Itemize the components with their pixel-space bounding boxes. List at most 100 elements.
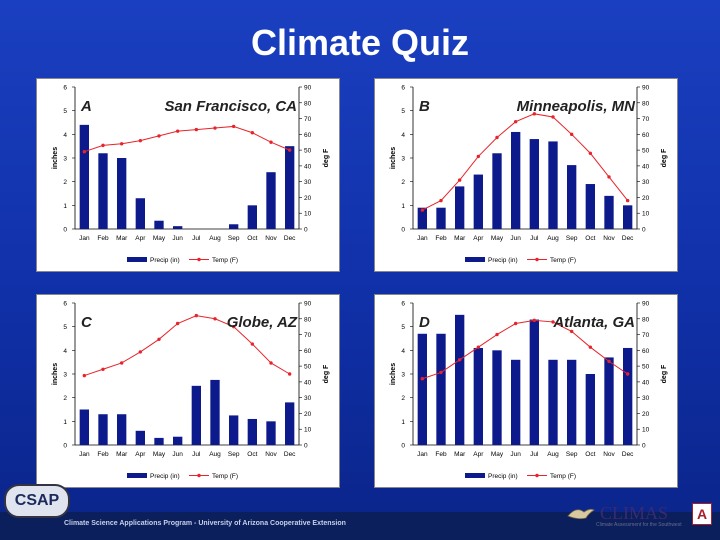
temp-point: [119, 361, 124, 365]
arizona-logo: A: [692, 503, 712, 525]
x-tick-label: Sep: [566, 235, 578, 242]
temp-point: [495, 332, 499, 337]
x-tick-label: Apr: [473, 451, 484, 458]
precip-bar: [567, 165, 577, 229]
right-tick-label: 0: [304, 227, 308, 234]
temp-point: [194, 127, 199, 132]
right-tick-label: 60: [642, 132, 650, 139]
x-tick-label: Oct: [585, 235, 595, 242]
x-tick-label: May: [491, 451, 504, 458]
precip-bar: [266, 421, 276, 445]
precip-bar: [585, 184, 595, 229]
x-tick-label: Feb: [97, 235, 109, 242]
temp-point: [607, 175, 611, 179]
precip-bar: [585, 374, 595, 445]
temp-point: [175, 321, 180, 326]
left-tick-label: 6: [401, 85, 405, 92]
right-tick-label: 70: [304, 116, 312, 123]
right-tick-label: 50: [304, 364, 312, 371]
x-tick-label: Nov: [603, 235, 615, 242]
temp-point: [231, 124, 236, 129]
temp-point: [157, 134, 161, 138]
right-tick-label: 90: [304, 85, 312, 92]
city-name: Atlanta, GA: [552, 314, 635, 331]
footer-bar: [0, 512, 720, 540]
legend-precip-label: Precip (in): [488, 473, 518, 480]
temp-point: [569, 329, 574, 334]
temp-point: [287, 372, 292, 376]
right-tick-label: 0: [304, 443, 308, 450]
right-axis-label: deg F: [323, 148, 330, 167]
temp-point: [439, 198, 443, 203]
left-tick-label: 3: [401, 156, 405, 163]
x-tick-label: Nov: [603, 451, 615, 458]
x-tick-label: Dec: [284, 451, 296, 458]
right-tick-label: 70: [304, 332, 312, 339]
x-tick-label: Sep: [566, 451, 578, 458]
left-tick-label: 0: [401, 227, 405, 234]
left-axis-label: inches: [52, 147, 59, 169]
right-tick-label: 80: [304, 100, 312, 107]
temp-line: [422, 113, 629, 211]
x-tick-label: Jun: [510, 451, 521, 458]
left-tick-label: 5: [401, 108, 405, 115]
left-tick-label: 3: [401, 372, 405, 379]
right-tick-label: 50: [304, 148, 312, 155]
precip-bar: [417, 333, 427, 445]
right-axis-label: deg F: [661, 148, 668, 167]
footer-text: Climate Science Applications Program - U…: [64, 520, 346, 527]
left-tick-label: 2: [63, 179, 67, 186]
temp-point: [532, 318, 537, 323]
temp-point: [420, 208, 425, 212]
precip-bar: [567, 359, 577, 445]
x-tick-label: Dec: [284, 235, 296, 242]
temp-line: [84, 315, 290, 377]
left-tick-label: 1: [401, 203, 405, 210]
left-tick-label: 5: [63, 108, 67, 115]
precip-bar: [117, 158, 127, 229]
precip-bar: [511, 359, 521, 445]
x-tick-label: Apr: [473, 235, 484, 242]
x-tick-label: Nov: [265, 451, 277, 458]
temp-point: [551, 115, 555, 119]
precip-bar: [455, 314, 465, 445]
x-tick-label: Aug: [209, 451, 221, 458]
temp-point: [569, 132, 574, 137]
x-tick-label: Nov: [265, 235, 277, 242]
precip-bar: [492, 153, 502, 229]
left-tick-label: 4: [63, 348, 67, 355]
precip-bar: [529, 319, 539, 445]
precip-bar: [473, 174, 483, 229]
left-tick-label: 4: [401, 132, 405, 139]
temp-point: [551, 320, 555, 324]
x-tick-label: Jul: [192, 235, 201, 242]
x-tick-label: May: [153, 235, 166, 242]
temp-point: [269, 361, 273, 365]
right-tick-label: 60: [304, 132, 312, 139]
temp-line: [84, 125, 290, 153]
temp-point: [588, 345, 593, 349]
legend-bar-swatch: [127, 257, 147, 262]
precip-bar: [511, 131, 521, 229]
temp-point: [532, 112, 537, 116]
temp-point: [607, 359, 611, 364]
right-tick-label: 10: [642, 211, 650, 218]
legend-line-marker: [535, 257, 539, 262]
x-tick-label: Feb: [435, 235, 447, 242]
left-tick-label: 4: [63, 132, 67, 139]
right-tick-label: 50: [642, 148, 650, 155]
chart-panel-b: 0 1 2 3 4 5 6 0 10 20 30 40 50 60 70 80 90 inches deg F Jan…: [374, 78, 678, 272]
right-tick-label: 60: [642, 348, 650, 355]
left-tick-label: 5: [401, 324, 405, 331]
precip-bar: [173, 226, 183, 229]
temp-point: [269, 140, 273, 144]
x-tick-label: Jan: [79, 235, 90, 242]
right-tick-label: 0: [642, 443, 646, 450]
precip-bar: [436, 333, 446, 445]
city-name: San Francisco, CA: [164, 98, 297, 115]
x-tick-label: Jan: [417, 451, 428, 458]
left-tick-label: 3: [63, 156, 67, 163]
x-tick-label: May: [153, 451, 166, 458]
left-axis-label: inches: [390, 363, 397, 385]
